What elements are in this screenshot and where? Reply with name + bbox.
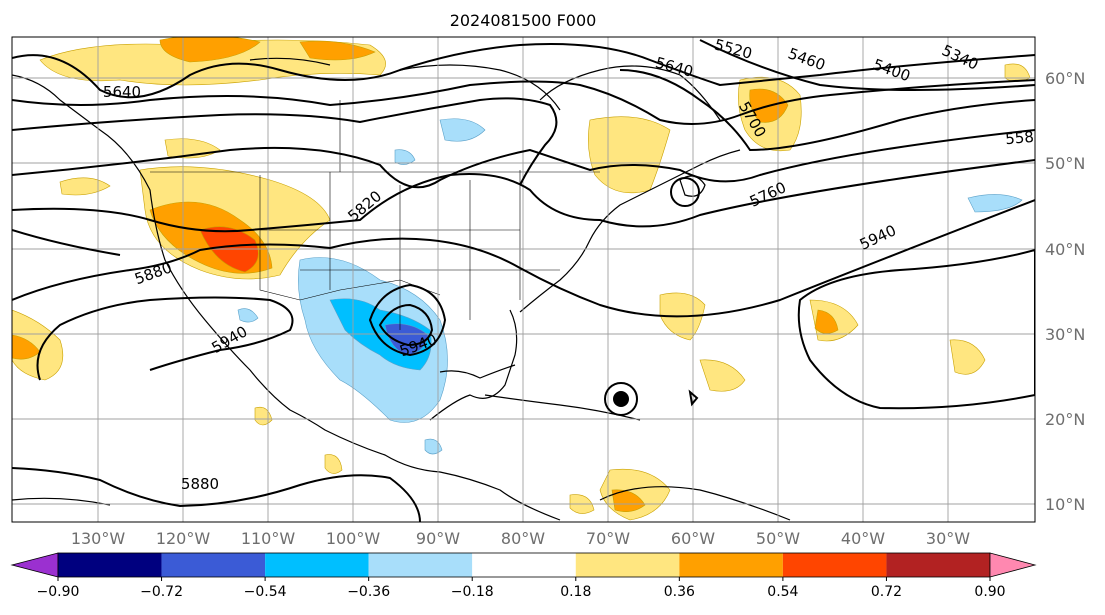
- colorbar-bin: [161, 553, 266, 577]
- height-contours: [12, 39, 1035, 522]
- map-panel: [12, 37, 1035, 522]
- lon-label: 90°W: [416, 529, 460, 548]
- colorbar-bin: [782, 553, 887, 577]
- colorbar-bin: [886, 553, 990, 577]
- colorbar-bin: [368, 553, 473, 577]
- graticule: [12, 37, 1035, 522]
- colorbar-tick-label: 0.18: [560, 584, 591, 600]
- map-title: 2024081500 F000: [450, 11, 597, 30]
- lon-label: 70°W: [586, 529, 630, 548]
- colorbar-tick-label: −0.36: [347, 584, 390, 600]
- map-background: [12, 37, 1035, 522]
- lon-label: 50°W: [756, 529, 800, 548]
- political-borders: [150, 100, 600, 330]
- lon-label: 30°W: [926, 529, 970, 548]
- negative-anomaly-shading: [237, 118, 1023, 455]
- lon-label: 110°W: [241, 529, 296, 548]
- lon-label: 100°W: [326, 529, 381, 548]
- lat-label: 10°N: [1045, 495, 1085, 514]
- colorbar-bin: [265, 553, 369, 577]
- lat-label: 30°N: [1045, 325, 1085, 344]
- colorbar-tick-label: −0.54: [244, 584, 287, 600]
- colorbar-tick-label: 0.90: [974, 584, 1005, 600]
- coastlines: [12, 57, 791, 521]
- colorbar-over-triangle: [989, 552, 1037, 578]
- colorbar: −0.90 −0.72 −0.54 −0.36 −0.18 0.18 0.36 0.54 0.7…: [10, 552, 1037, 600]
- colorbar-tick-label: −0.90: [37, 584, 80, 600]
- colorbar-bin: [472, 553, 576, 577]
- colorbar-under-triangle: [10, 552, 59, 578]
- contour-label: 5880: [181, 475, 219, 493]
- lon-label: 80°W: [501, 529, 545, 548]
- lon-label: 40°W: [841, 529, 885, 548]
- lat-label: 20°N: [1045, 410, 1085, 429]
- lat-label: 40°N: [1045, 240, 1085, 259]
- lon-label: 60°W: [671, 529, 715, 548]
- longitude-labels: 130°W 120°W 110°W 100°W 90°W 80°W 70°W 6…: [71, 529, 970, 548]
- colorbar-bin: [58, 553, 162, 577]
- contour-label: 558: [1005, 128, 1035, 148]
- lon-label: 120°W: [156, 529, 211, 548]
- latitude-labels: 60°N 50°N 40°N 30°N 20°N 10°N: [1045, 69, 1085, 514]
- colorbar-bin: [575, 553, 680, 577]
- lat-label: 50°N: [1045, 154, 1085, 173]
- positive-anomaly-shading: [12, 37, 1031, 521]
- lat-label: 60°N: [1045, 69, 1085, 88]
- colorbar-tick-label: −0.18: [451, 584, 494, 600]
- lon-label: 130°W: [71, 529, 126, 548]
- map-frame: [11, 36, 1036, 523]
- colorbar-tick-label: −0.72: [140, 584, 183, 600]
- tropical-cyclone-marker: [613, 391, 629, 407]
- colorbar-tick-label: 0.36: [664, 584, 695, 600]
- colorbar-bin: [679, 553, 783, 577]
- colorbar-tick-label: 0.54: [767, 584, 798, 600]
- contour-label: 5640: [103, 83, 141, 101]
- colorbar-tick-label: 0.72: [871, 584, 902, 600]
